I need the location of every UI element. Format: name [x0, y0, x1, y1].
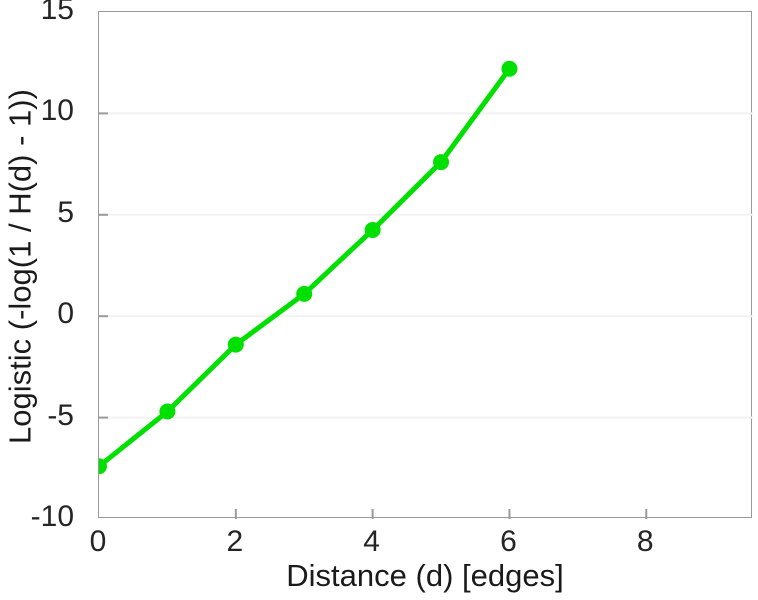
- y-axis-tick-labels: 15 10 5 0 -5 -10: [0, 0, 88, 600]
- y-tick-label: 15: [40, 0, 74, 26]
- x-tick-label: 0: [89, 525, 107, 558]
- x-tick-marks: [234, 509, 648, 519]
- data-series-markers: [99, 60, 518, 475]
- y-tick-marks: [99, 112, 108, 419]
- data-series-line: [99, 66, 512, 469]
- plot-canvas: [99, 60, 753, 519]
- y-tick-label: -10: [30, 500, 74, 533]
- x-axis-tick-labels: 0 2 4 6 8: [0, 527, 758, 567]
- x-tick-label: 2: [226, 525, 244, 558]
- gridlines: [99, 112, 753, 419]
- y-tick-label: 5: [57, 195, 74, 229]
- x-tick-label: 4: [363, 525, 380, 558]
- y-tick-label: -5: [47, 398, 74, 432]
- y-tick-label: 0: [57, 297, 74, 331]
- plot-area: [98, 11, 753, 519]
- y-tick-label: 10: [40, 94, 74, 128]
- y-axis-title: Logistic (-log(1 / H(d) - 1)): [2, 89, 38, 444]
- x-tick-label: 8: [636, 525, 654, 558]
- x-axis-title: Distance (d) [edges]: [286, 558, 564, 593]
- x-tick-label: 6: [500, 525, 517, 558]
